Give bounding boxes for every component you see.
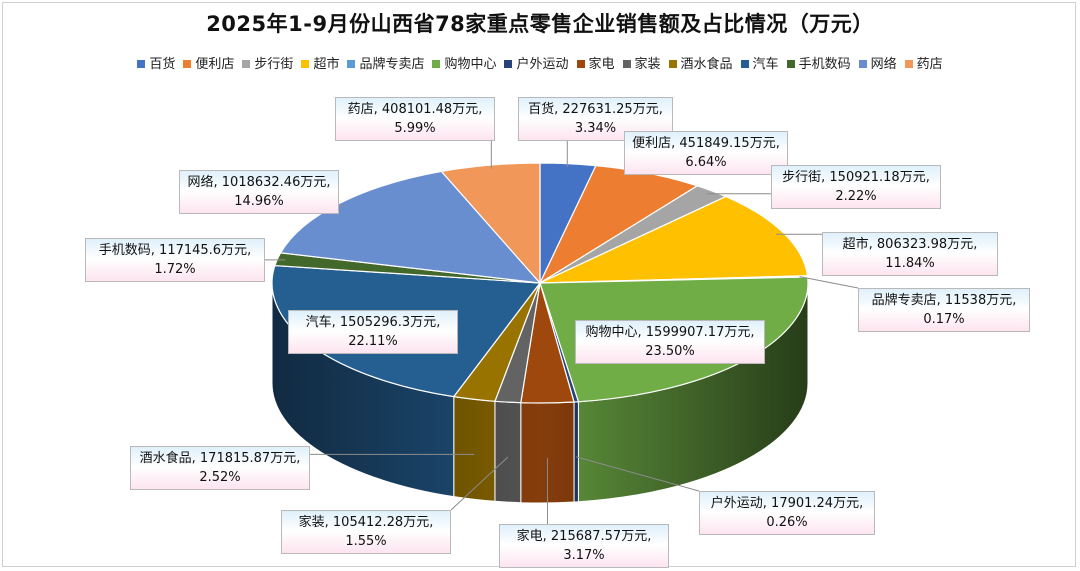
pie-slice-网络 [279,170,542,284]
leader-line [576,456,700,492]
data-label: 手机数码, 117145.6万元, 1.72% [85,238,265,282]
chart-legend: 百货 便利店 步行街 超市 品牌专卖店 购物中心 户外运动 家电 家装 酒水食品 汽车 手机数码 网络 药… [0,53,1080,72]
legend-label: 酒水食品 [680,57,733,72]
data-label-value: 家电, 215687.57万元, [516,529,652,544]
data-label: 购物中心, 1599907.17万元, 23.50% [575,320,765,364]
leader-lines [265,141,859,524]
legend-swatch [668,60,677,68]
legend-swatch [622,60,631,68]
legend-item: 汽车 [740,53,779,72]
legend-item: 百货 [137,53,175,72]
data-label-percent: 6.64% [685,155,727,170]
legend-label: 户外运动 [516,57,569,72]
legend-item: 手机数码 [786,53,851,72]
legend-swatch [183,60,192,68]
data-label-value: 超市, 806323.98万元, [842,237,978,252]
chart-title: 2025年1-9月份山西省78家重点零售企业销售额及占比情况（万元） [206,12,874,36]
data-label-value: 手机数码, 117145.6万元, [98,243,252,258]
legend-swatch [347,60,356,68]
pie-side-户外运动 [573,401,579,503]
pie-slice-药店 [440,162,541,285]
legend-swatch [740,60,749,68]
data-label-value: 户外运动, 17901.24万元, [710,496,864,511]
data-label-value: 家装, 105412.28万元, [298,515,434,530]
legend-item: 步行街 [242,53,293,72]
legend-label: 手机数码 [798,57,851,72]
data-label-percent: 11.84% [885,256,935,271]
data-label: 药店, 408101.48万元, 5.99% [335,97,495,141]
leader-line [450,456,509,511]
data-label-percent: 1.72% [154,262,196,277]
data-label: 网络, 1018632.46万元, 14.96% [179,170,339,214]
legend-item: 酒水食品 [668,53,733,72]
data-label: 家装, 105412.28万元, 1.55% [281,510,451,554]
data-label-percent: 0.26% [766,515,808,530]
data-label: 酒水食品, 171815.87万元, 2.52% [130,446,310,490]
data-label: 便利店, 451849.15万元, 6.64% [624,131,788,175]
legend-swatch [858,60,867,68]
legend-swatch [504,60,513,68]
data-label: 家电, 215687.57万元, 3.17% [499,524,669,568]
pie-slice-超市 [539,195,809,284]
data-label-value: 便利店, 451849.15万元, [632,136,780,151]
data-label-value: 品牌专卖店, 11538万元, [871,293,1017,308]
legend-swatch [786,60,795,68]
legend-item: 品牌专卖店 [347,53,424,72]
legend-item: 户外运动 [504,53,569,72]
data-label-percent: 2.52% [199,470,241,485]
legend-item: 家装 [622,53,661,72]
data-label-percent: 2.22% [835,189,877,204]
legend-swatch [137,60,146,68]
data-label-percent: 1.55% [345,534,387,549]
data-label-value: 网络, 1018632.46万元, [187,175,331,190]
legend-swatch [301,60,310,68]
legend-item: 购物中心 [432,53,496,72]
data-label-percent: 3.17% [563,548,605,563]
legend-swatch [576,60,585,68]
legend-item: 便利店 [183,53,234,72]
data-label: 步行街, 150921.18万元, 2.22% [771,165,941,209]
legend-item: 家电 [576,53,615,72]
data-label-percent: 5.99% [394,121,436,136]
pie-side-酒水食品 [453,396,496,502]
data-label-value: 步行街, 150921.18万元, [782,170,930,185]
legend-label: 品牌专卖店 [359,57,425,72]
data-label: 户外运动, 17901.24万元, 0.26% [699,491,875,535]
legend-label: 步行街 [254,57,294,72]
data-label-value: 百货, 227631.25万元, [528,102,663,117]
leader-line [799,276,859,289]
data-label: 超市, 806323.98万元, 11.84% [822,232,998,276]
legend-swatch [242,60,251,68]
legend-item: 超市 [301,53,339,72]
legend-label: 购物中心 [444,57,497,72]
data-label: 汽车, 1505296.3万元, 22.11% [288,310,458,354]
legend-item: 药店 [904,53,943,72]
legend-label: 网络 [870,57,897,72]
legend-label: 家装 [634,57,661,72]
legend-label: 超市 [313,57,340,72]
legend-label: 汽车 [752,57,779,72]
legend-label: 家电 [588,57,615,72]
pie-side-家装 [494,400,522,504]
data-label-percent: 0.17% [923,312,965,327]
data-label-percent: 23.50% [645,344,695,359]
data-label-value: 药店, 408101.48万元, [347,102,483,117]
pie-side-walls [271,282,809,504]
pie-slices [271,162,809,404]
legend-item: 网络 [858,53,897,72]
legend-label: 便利店 [195,57,235,72]
data-label-value: 汽车, 1505296.3万元, [305,315,441,330]
data-label-value: 购物中心, 1599907.17万元, [585,325,755,340]
data-label-value: 酒水食品, 171815.87万元, [139,451,301,466]
data-label: 品牌专卖店, 11538万元, 0.17% [858,288,1030,332]
data-label-percent: 14.96% [234,194,284,209]
legend-label: 药店 [916,57,943,72]
data-label-percent: 3.34% [574,121,617,136]
legend-swatch [904,60,913,68]
data-label-percent: 22.11% [348,334,398,349]
legend-label: 百货 [149,57,176,72]
legend-swatch [432,60,441,68]
